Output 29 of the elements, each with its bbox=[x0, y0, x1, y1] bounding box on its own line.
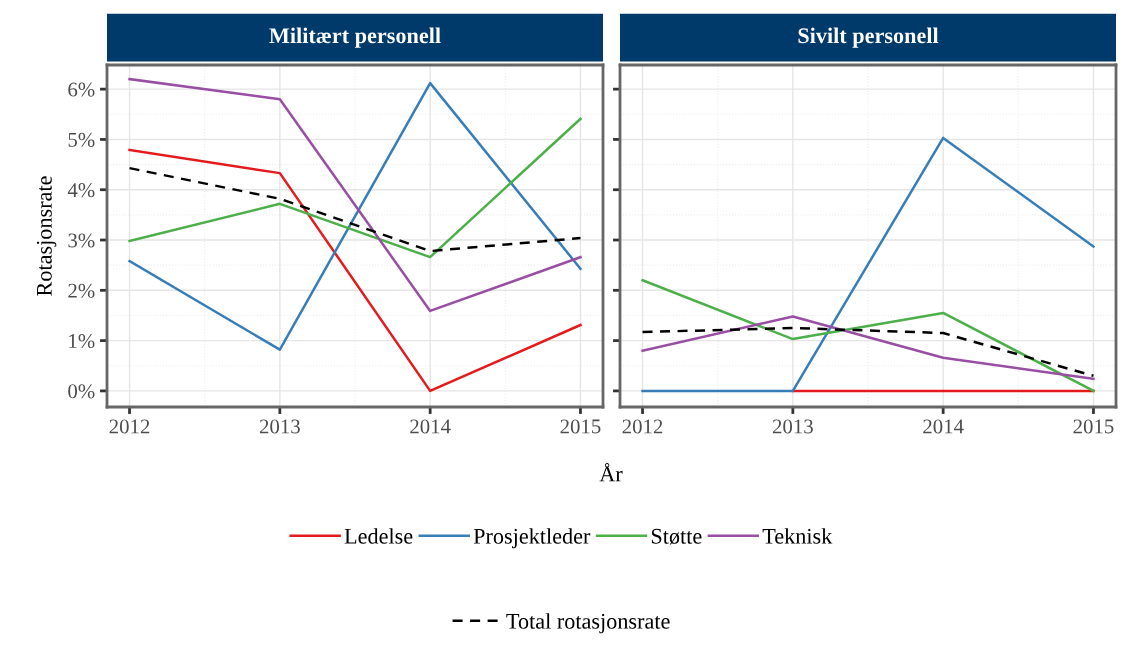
x-tick-label: 2014 bbox=[923, 419, 964, 434]
x-tick-label: 2013 bbox=[259, 419, 300, 434]
y-tick-label: 6% bbox=[68, 82, 95, 97]
x-tick-label: 2015 bbox=[560, 419, 601, 434]
x-tick-label: 2012 bbox=[109, 419, 150, 434]
chart-title: Sivilt personell bbox=[798, 27, 939, 48]
y-tick-label: 5% bbox=[68, 132, 95, 147]
line-series bbox=[128, 166, 582, 253]
x-tick-label: 2014 bbox=[410, 419, 451, 434]
line-series bbox=[128, 148, 582, 393]
line-series bbox=[128, 117, 582, 259]
y-tick-label: 0% bbox=[68, 384, 95, 399]
line-series bbox=[128, 77, 582, 313]
line-series bbox=[128, 81, 582, 351]
legend-label: Teknisk bbox=[762, 528, 833, 544]
y-tick-label: 2% bbox=[68, 283, 95, 298]
x-tick-label: 2013 bbox=[772, 419, 813, 434]
chart-title: Militært personell bbox=[269, 27, 441, 48]
legend-label: Ledelse bbox=[344, 528, 413, 544]
x-axis-title: År bbox=[599, 463, 623, 482]
x-tick-label: 2015 bbox=[1073, 419, 1114, 434]
y-tick-label: 3% bbox=[68, 233, 95, 248]
legend-label: Total rotasjonsrate bbox=[506, 613, 670, 634]
x-tick-label: 2012 bbox=[622, 419, 663, 434]
y-axis-title: Rotasjonsrate bbox=[36, 176, 57, 296]
y-tick-label: 4% bbox=[67, 183, 95, 198]
legend-label: Støtte bbox=[651, 528, 702, 545]
y-tick-label: 1% bbox=[69, 333, 95, 349]
legend-label: Prosjektleder bbox=[473, 528, 591, 549]
